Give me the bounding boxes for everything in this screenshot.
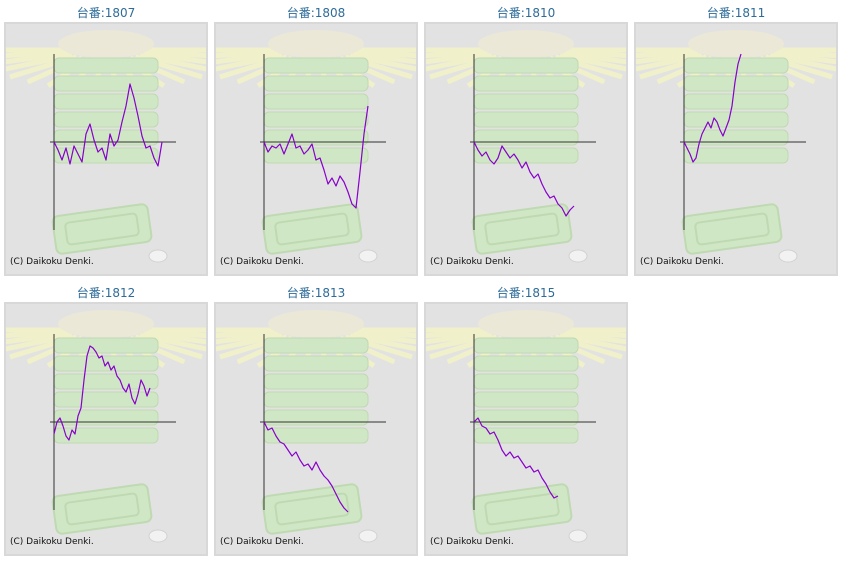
watermark-image [426,30,626,263]
series-line [473,417,559,499]
machine-graph-card: 台番:1810 (C) Daikoku Denki. [424,2,628,276]
graph-panel: (C) Daikoku Denki. [424,22,628,276]
graph-svg [216,30,416,263]
series-line [263,421,349,513]
machine-number-title[interactable]: 台番:1807 [76,6,136,20]
copyright-text: (C) Daikoku Denki. [220,257,304,267]
machine-number-title[interactable]: 台番:1810 [496,6,556,20]
copyright-text: (C) Daikoku Denki. [220,537,304,547]
graph-panel: (C) Daikoku Denki. [4,302,208,556]
machine-number-title[interactable]: 台番:1812 [76,286,136,300]
machine-number-title[interactable]: 台番:1808 [286,6,346,20]
watermark-image [216,30,416,263]
machine-number-title[interactable]: 台番:1815 [496,286,556,300]
graph-panel: (C) Daikoku Denki. [4,22,208,276]
copyright-text: (C) Daikoku Denki. [10,537,94,547]
graph-svg [636,30,836,263]
machine-graph-card: 台番:1813 (C) Daikoku Denki. [214,282,418,556]
machine-graph-card: 台番:1808 (C) Daikoku Denki. [214,2,418,276]
series-line [53,345,151,441]
watermark-image [6,310,206,543]
graph-panel: (C) Daikoku Denki. [634,22,838,276]
graph-panel: (C) Daikoku Denki. [424,302,628,556]
watermark-image [6,30,206,263]
series-line [683,53,742,163]
watermark-image [426,310,626,543]
machine-number-title[interactable]: 台番:1811 [706,6,766,20]
machine-graph-card: 台番:1815 (C) Daikoku Denki. [424,282,628,556]
machine-number-title[interactable]: 台番:1813 [286,286,346,300]
graph-panel: (C) Daikoku Denki. [214,302,418,556]
machine-graph-card: 台番:1812 (C) Daikoku Denki. [4,282,208,556]
machine-graph-card: 台番:1811 (C) Daikoku Denki. [634,2,838,276]
copyright-text: (C) Daikoku Denki. [10,257,94,267]
graph-svg [216,310,416,543]
graph-svg [6,310,206,543]
graph-svg [426,310,626,543]
copyright-text: (C) Daikoku Denki. [430,257,514,267]
copyright-text: (C) Daikoku Denki. [640,257,724,267]
series-line [263,105,369,209]
series-line [473,141,575,217]
watermark-image [636,30,836,263]
graph-svg [426,30,626,263]
copyright-text: (C) Daikoku Denki. [430,537,514,547]
machine-graph-card: 台番:1807 (C) Daikoku Denki. [4,2,208,276]
graph-svg [6,30,206,263]
series-line [53,83,163,167]
watermark-image [216,310,416,543]
graph-panel: (C) Daikoku Denki. [214,22,418,276]
